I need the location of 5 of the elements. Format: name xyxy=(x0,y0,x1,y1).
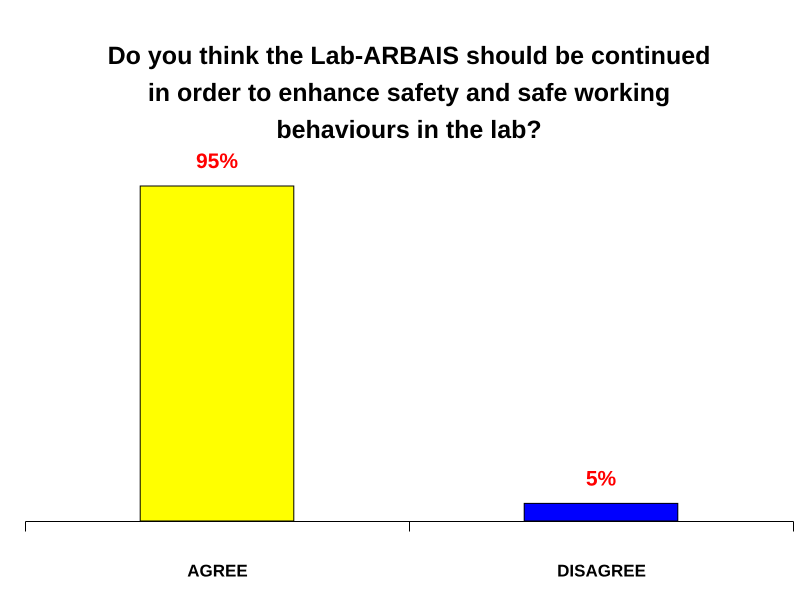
x-tick-label: AGREE xyxy=(187,562,248,580)
data-label: 5% xyxy=(586,467,616,490)
data-label: 95% xyxy=(196,150,238,173)
chart-title: Do you think the Lab-ARBAIS should be continued in order to enhance safety and safe working behaviours in the lab? xyxy=(108,42,710,144)
x-tick-label: DISAGREE xyxy=(557,562,646,580)
